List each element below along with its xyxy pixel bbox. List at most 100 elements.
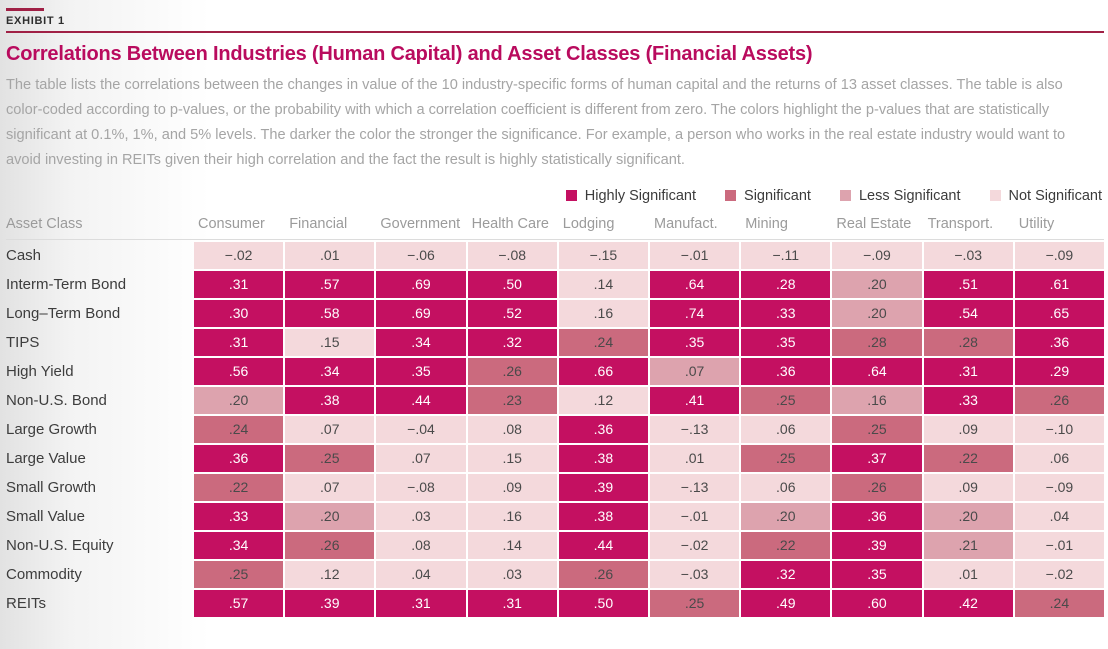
row-label: Non-U.S. Equity [6,536,114,554]
correlation-cell: .56 [194,357,284,385]
correlation-cell: .50 [558,589,648,617]
correlation-cell: .09 [923,473,1013,501]
legend-label: Highly Significant [584,187,697,204]
correlation-cell: .07 [376,444,466,472]
correlation-cell: .61 [1014,270,1104,298]
correlation-cell: .08 [467,415,557,443]
column-header-industry: Utility [1018,215,1055,232]
correlation-cell: .25 [194,560,284,588]
correlation-cell: .33 [923,386,1013,414]
correlation-cell: .28 [832,328,922,356]
correlation-cell: .26 [467,357,557,385]
correlation-cell: .20 [194,386,284,414]
row-label: TIPS [6,333,40,351]
correlation-cell: .06 [741,415,831,443]
correlation-cell: .34 [376,328,466,356]
correlation-cell: .07 [285,473,375,501]
column-header-industry: Manufact. [653,215,718,232]
correlation-cell: .20 [923,502,1013,530]
correlation-cell: .34 [285,357,375,385]
column-header-asset-class: Asset Class [6,215,83,232]
correlation-cell: −.08 [467,241,557,269]
legend-label: Less Significant [858,187,961,204]
correlation-cell: .21 [923,531,1013,559]
correlation-cell: −.03 [649,560,740,588]
less-significant-swatch-icon [839,190,851,202]
correlation-cell: .25 [832,415,922,443]
correlation-cell: .25 [741,386,831,414]
correlation-cell: .12 [558,386,648,414]
correlation-cell: .64 [649,270,740,298]
correlation-cell: .32 [741,560,831,588]
correlation-cell: .14 [467,531,557,559]
row-label: Small Value [6,507,85,525]
correlation-cell: −.13 [649,415,740,443]
correlation-cell: .54 [923,299,1013,327]
correlation-cell: .69 [376,270,466,298]
legend-item-significant: Significant [725,188,811,204]
correlation-cell: −.09 [1014,473,1104,501]
row-label: Non-U.S. Bond [6,391,107,409]
correlation-cell: .44 [376,386,466,414]
correlation-table: Asset Class Consumer Financial Government He… [6,216,1104,617]
correlation-cell: .29 [1014,357,1104,385]
correlation-cell: .03 [376,502,466,530]
correlation-cell: .44 [558,531,648,559]
correlation-cell: .15 [285,328,375,356]
correlation-cell: .36 [832,502,922,530]
correlation-cell: .20 [832,299,922,327]
correlation-cell: .50 [467,270,557,298]
correlation-cell: .36 [741,357,831,385]
correlation-cell: −.01 [1014,531,1104,559]
legend-label: Not Significant [1008,187,1103,204]
correlation-cell: .36 [1014,328,1104,356]
correlation-cell: .03 [467,560,557,588]
exhibit-label: EXHIBIT 1 [6,15,65,27]
correlation-cell: .22 [923,444,1013,472]
row-label: Interm-Term Bond [6,275,127,293]
correlation-cell: .31 [194,328,284,356]
legend-item-not-significant: Not Significant [989,187,1103,204]
legend-item-less-significant: Less Significant [839,187,961,204]
correlation-cell: .01 [285,241,375,269]
correlation-cell: .01 [923,560,1013,588]
correlation-cell: .39 [832,531,922,559]
correlation-cell: −.11 [741,241,831,269]
correlation-cell: .39 [558,473,648,501]
correlation-cell: −.01 [649,502,740,530]
correlation-cell: .25 [285,444,375,472]
correlation-cell: .31 [467,589,557,617]
correlation-cell: −.03 [923,241,1013,269]
correlation-cell: .14 [558,270,648,298]
correlation-cell: −.02 [1014,560,1104,588]
correlation-cell: .22 [194,473,284,501]
correlation-cell: .64 [832,357,922,385]
row-label: REITs [6,594,47,612]
correlation-cell: .06 [741,473,831,501]
correlation-cell: .09 [923,415,1013,443]
correlation-cell: .24 [558,328,648,356]
table-header-row: Asset Class Consumer Financial Government He… [6,216,1104,240]
correlation-cell: −.08 [376,473,466,501]
correlation-cell: −.02 [194,241,284,269]
correlation-cell: .69 [376,299,466,327]
correlation-cell: .20 [741,502,831,530]
correlation-cell: .35 [376,357,466,385]
row-label: Small Growth [6,478,97,496]
column-header-industry: Transport. [927,215,994,232]
correlation-cell: −.10 [1014,415,1104,443]
correlation-cell: .74 [649,299,740,327]
correlation-cell: .26 [285,531,375,559]
correlation-cell: .16 [558,299,648,327]
correlation-cell: .15 [467,444,557,472]
significant-swatch-icon [725,190,737,202]
correlation-cell: .66 [558,357,648,385]
exhibit-tick-rule [6,8,44,11]
row-label: Commodity [6,565,82,583]
correlation-cell: .37 [832,444,922,472]
correlation-cell: .07 [285,415,375,443]
not-significant-swatch-icon [989,190,1001,202]
row-label: Large Value [6,449,86,467]
correlation-cell: .35 [741,328,831,356]
correlation-cell: .25 [649,589,740,617]
